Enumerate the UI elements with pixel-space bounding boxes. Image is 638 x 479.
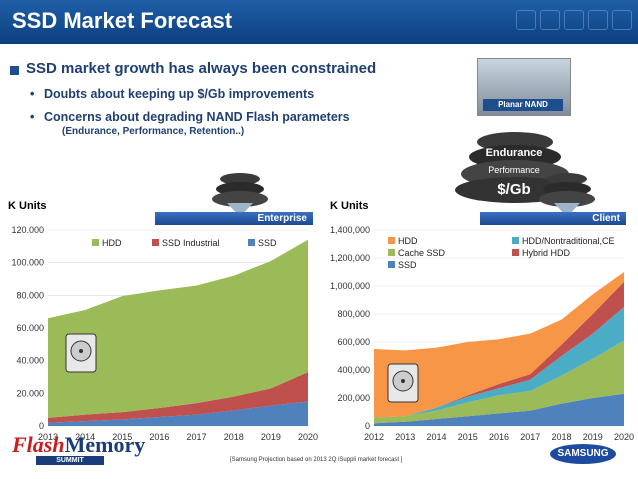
x-tick-label: 2019	[583, 432, 603, 442]
legend-label: Cache SSD	[398, 248, 446, 258]
y-tick-label: 120.000	[11, 225, 44, 235]
legend-swatch	[152, 239, 159, 246]
y-tick-label: 20.000	[16, 388, 44, 398]
x-tick-label: 2016	[149, 432, 169, 442]
flash-memory-logo: FlashMemory SUMMIT	[12, 432, 146, 465]
y-tick-label: 80.000	[16, 290, 44, 300]
y-tick-label: 1,000,000	[330, 281, 370, 291]
hard-drive-icon	[387, 363, 419, 403]
samsung-logo: SAMSUNG	[550, 444, 616, 464]
legend-swatch	[512, 249, 519, 256]
y-tick-label: 0	[39, 421, 44, 431]
area-hdd	[374, 272, 624, 418]
legend-label: Hybrid HDD	[522, 248, 571, 258]
logo-text-3: SUMMIT	[36, 456, 104, 465]
x-tick-label: 2012	[364, 432, 384, 442]
client-weights-icon	[539, 173, 595, 217]
y-tick-label: 800,000	[337, 309, 370, 319]
y-tick-label: 1,200,000	[330, 253, 370, 263]
legend-swatch	[388, 261, 395, 268]
x-tick-label: 2019	[261, 432, 281, 442]
legend-label: SSD Industrial	[162, 238, 220, 248]
source-note: [Samsung Projection based on 2013 2Q iSu…	[230, 457, 403, 463]
page-title: SSD Market Forecast	[12, 8, 233, 33]
legend-label: SSD	[258, 238, 277, 248]
left-y-units: K Units	[8, 200, 47, 212]
performance-label: Performance	[488, 165, 540, 175]
x-tick-label: 2017	[187, 432, 207, 442]
x-tick-label: 2014	[75, 432, 95, 442]
cost-label: $/Gb	[497, 181, 530, 198]
x-tick-label: 2017	[520, 432, 540, 442]
right-y-units: K Units	[330, 200, 369, 212]
main-bullet: SSD market growth has always been constr…	[26, 60, 377, 77]
bullet-note: (Endurance, Performance, Retention..)	[62, 126, 245, 137]
y-tick-label: 400,000	[337, 365, 370, 375]
area-hdd	[48, 239, 308, 418]
enterprise-weights-icon	[212, 173, 268, 217]
x-tick-label: 2020	[614, 432, 634, 442]
sub-bullet-2: Concerns about degrading NAND Flash para…	[30, 110, 350, 124]
area-hdd-nontraditional-ce	[374, 307, 624, 418]
logo-text-1: Flash	[12, 432, 65, 457]
deco-icon	[564, 10, 584, 30]
legend-swatch	[388, 249, 395, 256]
deco-icon	[588, 10, 608, 30]
weights-stack-graphic: Endurance Performance $/Gb	[455, 132, 575, 203]
area-ssd	[48, 401, 308, 426]
deco-icon	[612, 10, 632, 30]
x-tick-label: 2013	[38, 432, 58, 442]
x-tick-label: 2020	[298, 432, 318, 442]
legend-label: SSD	[398, 260, 417, 270]
y-tick-label: 1,400,000	[330, 225, 370, 235]
y-tick-label: 60.000	[16, 323, 44, 333]
x-tick-label: 2015	[458, 432, 478, 442]
bullet-square-icon	[10, 66, 19, 75]
endurance-label: Endurance	[486, 147, 543, 159]
area-cache-ssd	[374, 340, 624, 424]
y-tick-label: 200,000	[337, 393, 370, 403]
legend-label: HDD/Nontraditional,CE	[522, 236, 615, 246]
legend-swatch	[248, 239, 255, 246]
legend-swatch	[92, 239, 99, 246]
title-bar: SSD Market Forecast	[0, 0, 638, 44]
area-ssd	[374, 393, 624, 426]
client-bar: Client	[480, 212, 626, 225]
enterprise-chart: 0 20.000 40.000 60.000 80.000 100.000 120.000 2…	[11, 225, 318, 442]
x-tick-label: 2014	[426, 432, 446, 442]
x-tick-label: 2016	[489, 432, 509, 442]
deco-icon	[516, 10, 536, 30]
legend-label: HDD	[102, 238, 122, 248]
x-tick-label: 2018	[551, 432, 571, 442]
logo-text-2: Memory	[64, 432, 146, 457]
legend-label: HDD	[398, 236, 418, 246]
x-tick-label: 2013	[395, 432, 415, 442]
area-ssd-industrial	[48, 372, 308, 423]
header-decoration	[516, 10, 632, 30]
planar-nand-label: Planar NAND	[483, 99, 563, 111]
enterprise-bar: Enterprise	[155, 212, 313, 225]
y-tick-label: 40.000	[16, 356, 44, 366]
legend-swatch	[512, 237, 519, 244]
y-tick-label: 0	[365, 421, 370, 431]
client-chart: 0 200,000 400,000 600,000 800,000 1,000,000 1,…	[330, 225, 634, 442]
x-tick-label: 2015	[112, 432, 132, 442]
sub-bullet-1: Doubts about keeping up $/Gb improvement…	[30, 87, 314, 101]
deco-icon	[540, 10, 560, 30]
legend-swatch	[388, 237, 395, 244]
x-tick-label: 2018	[224, 432, 244, 442]
hard-drive-icon	[65, 333, 97, 373]
y-tick-label: 100.000	[11, 258, 44, 268]
y-tick-label: 600,000	[337, 337, 370, 347]
